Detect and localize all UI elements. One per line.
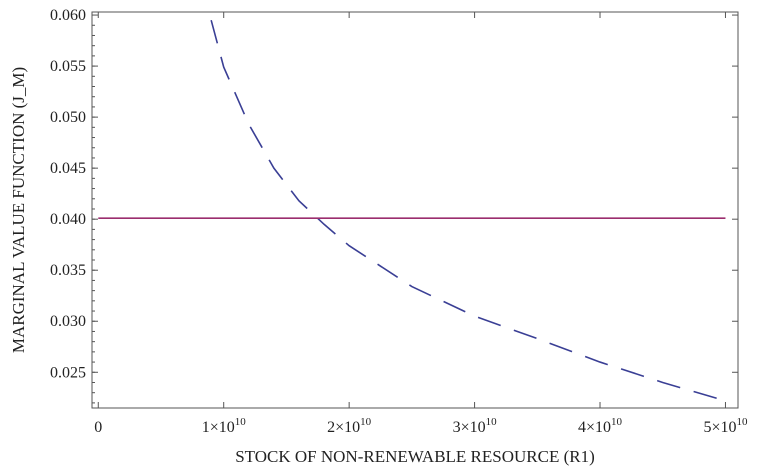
y-tick-label: 0.050 xyxy=(50,109,86,126)
y-tick-label: 0.055 xyxy=(50,58,86,75)
y-tick-label: 0.060 xyxy=(50,7,86,24)
y-tick-label: 0.040 xyxy=(50,211,86,228)
y-tick-label: 0.030 xyxy=(50,313,86,330)
y-tick-label: 0.045 xyxy=(50,160,86,177)
x-axis-ticks: 0 1×1010 2×1010 3×1010 4×1010 5×1010 xyxy=(94,12,748,436)
x-axis-label: STOCK OF NON-RENEWABLE RESOURCE (R1) xyxy=(235,447,595,466)
series-line-dashed xyxy=(210,19,726,402)
y-tick-label: 0.035 xyxy=(50,262,86,279)
x-tick-label: 5×1010 xyxy=(703,416,748,436)
x-tick-label: 1×1010 xyxy=(202,416,247,436)
x-tick-label: 0 xyxy=(94,419,102,436)
y-axis-ticks: 0.025 0.030 0.035 0.040 0.045 0.050 0.055 0.060 xyxy=(50,7,738,404)
series-group xyxy=(98,19,726,402)
x-tick-label: 3×1010 xyxy=(453,416,498,436)
x-tick-label: 4×1010 xyxy=(578,416,623,436)
y-axis-label: MARGINAL VALUE FUNCTION (J_M) xyxy=(9,67,28,353)
x-tick-label: 2×1010 xyxy=(327,416,372,436)
y-tick-label: 0.025 xyxy=(50,364,86,381)
plot-frame xyxy=(91,11,739,409)
